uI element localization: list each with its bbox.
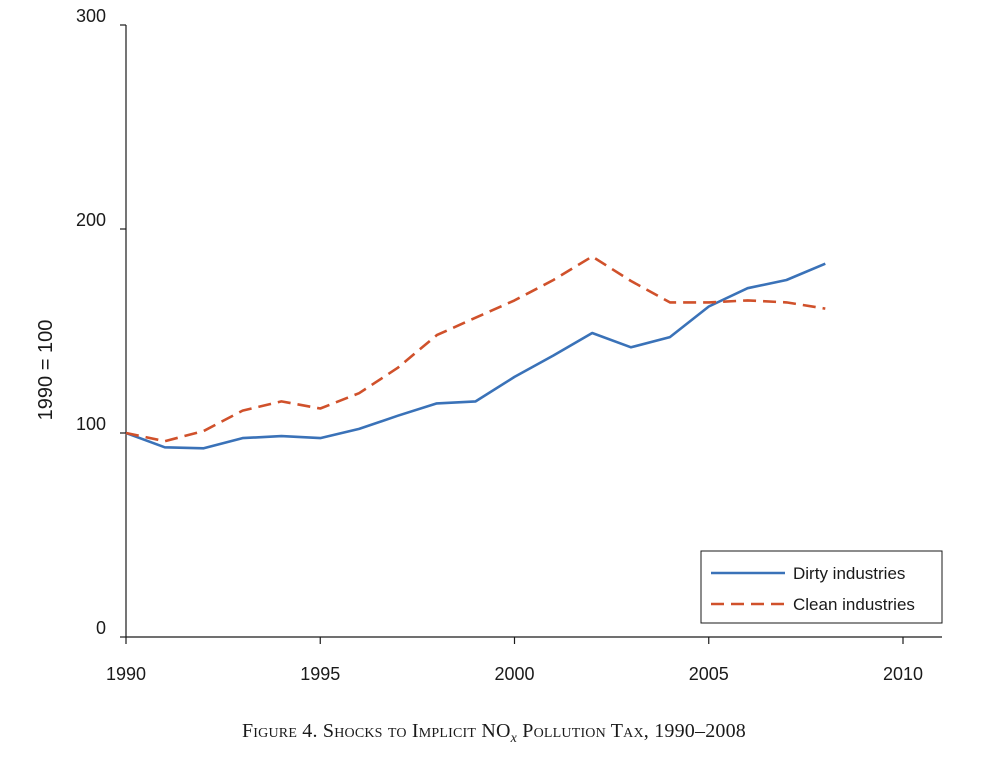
y-axis-title: 1990 = 100 [35,320,57,421]
chart-legend: Dirty industries Clean industries [700,550,943,624]
x-tick-label: 2000 [494,664,534,684]
figure-caption: Figure 4. Shocks to Implicit NOx Polluti… [0,720,988,747]
series-lines [125,255,826,450]
y-tick-label: 100 [76,414,106,434]
y-tick-label: 200 [76,210,106,230]
x-tick-label: 2010 [883,664,923,684]
line-chart: 0 100 200 300 1990 1995 2000 2005 2010 1990 = 1… [35,6,943,684]
x-axis-ticks: 1990 1995 2000 2005 2010 [106,637,923,684]
x-tick-label: 1990 [106,664,146,684]
caption-prefix: Figure 4. Shocks to Implicit NO [241,720,511,742]
series-line-clean [125,255,826,443]
y-tick-label: 300 [76,6,106,26]
legend-label-dirty: Dirty industries [793,564,905,583]
y-axis-ticks: 0 100 200 300 [76,6,126,638]
caption-subscript: x [510,731,518,746]
series-line-dirty [125,262,826,450]
y-tick-label: 0 [96,618,106,638]
legend-box [700,550,943,624]
legend-label-clean: Clean industries [793,595,915,614]
x-tick-label: 2005 [689,664,729,684]
caption-suffix: Pollution Tax, 1990–2008 [517,720,747,742]
x-tick-label: 1995 [300,664,340,684]
chart-axes [125,25,942,638]
